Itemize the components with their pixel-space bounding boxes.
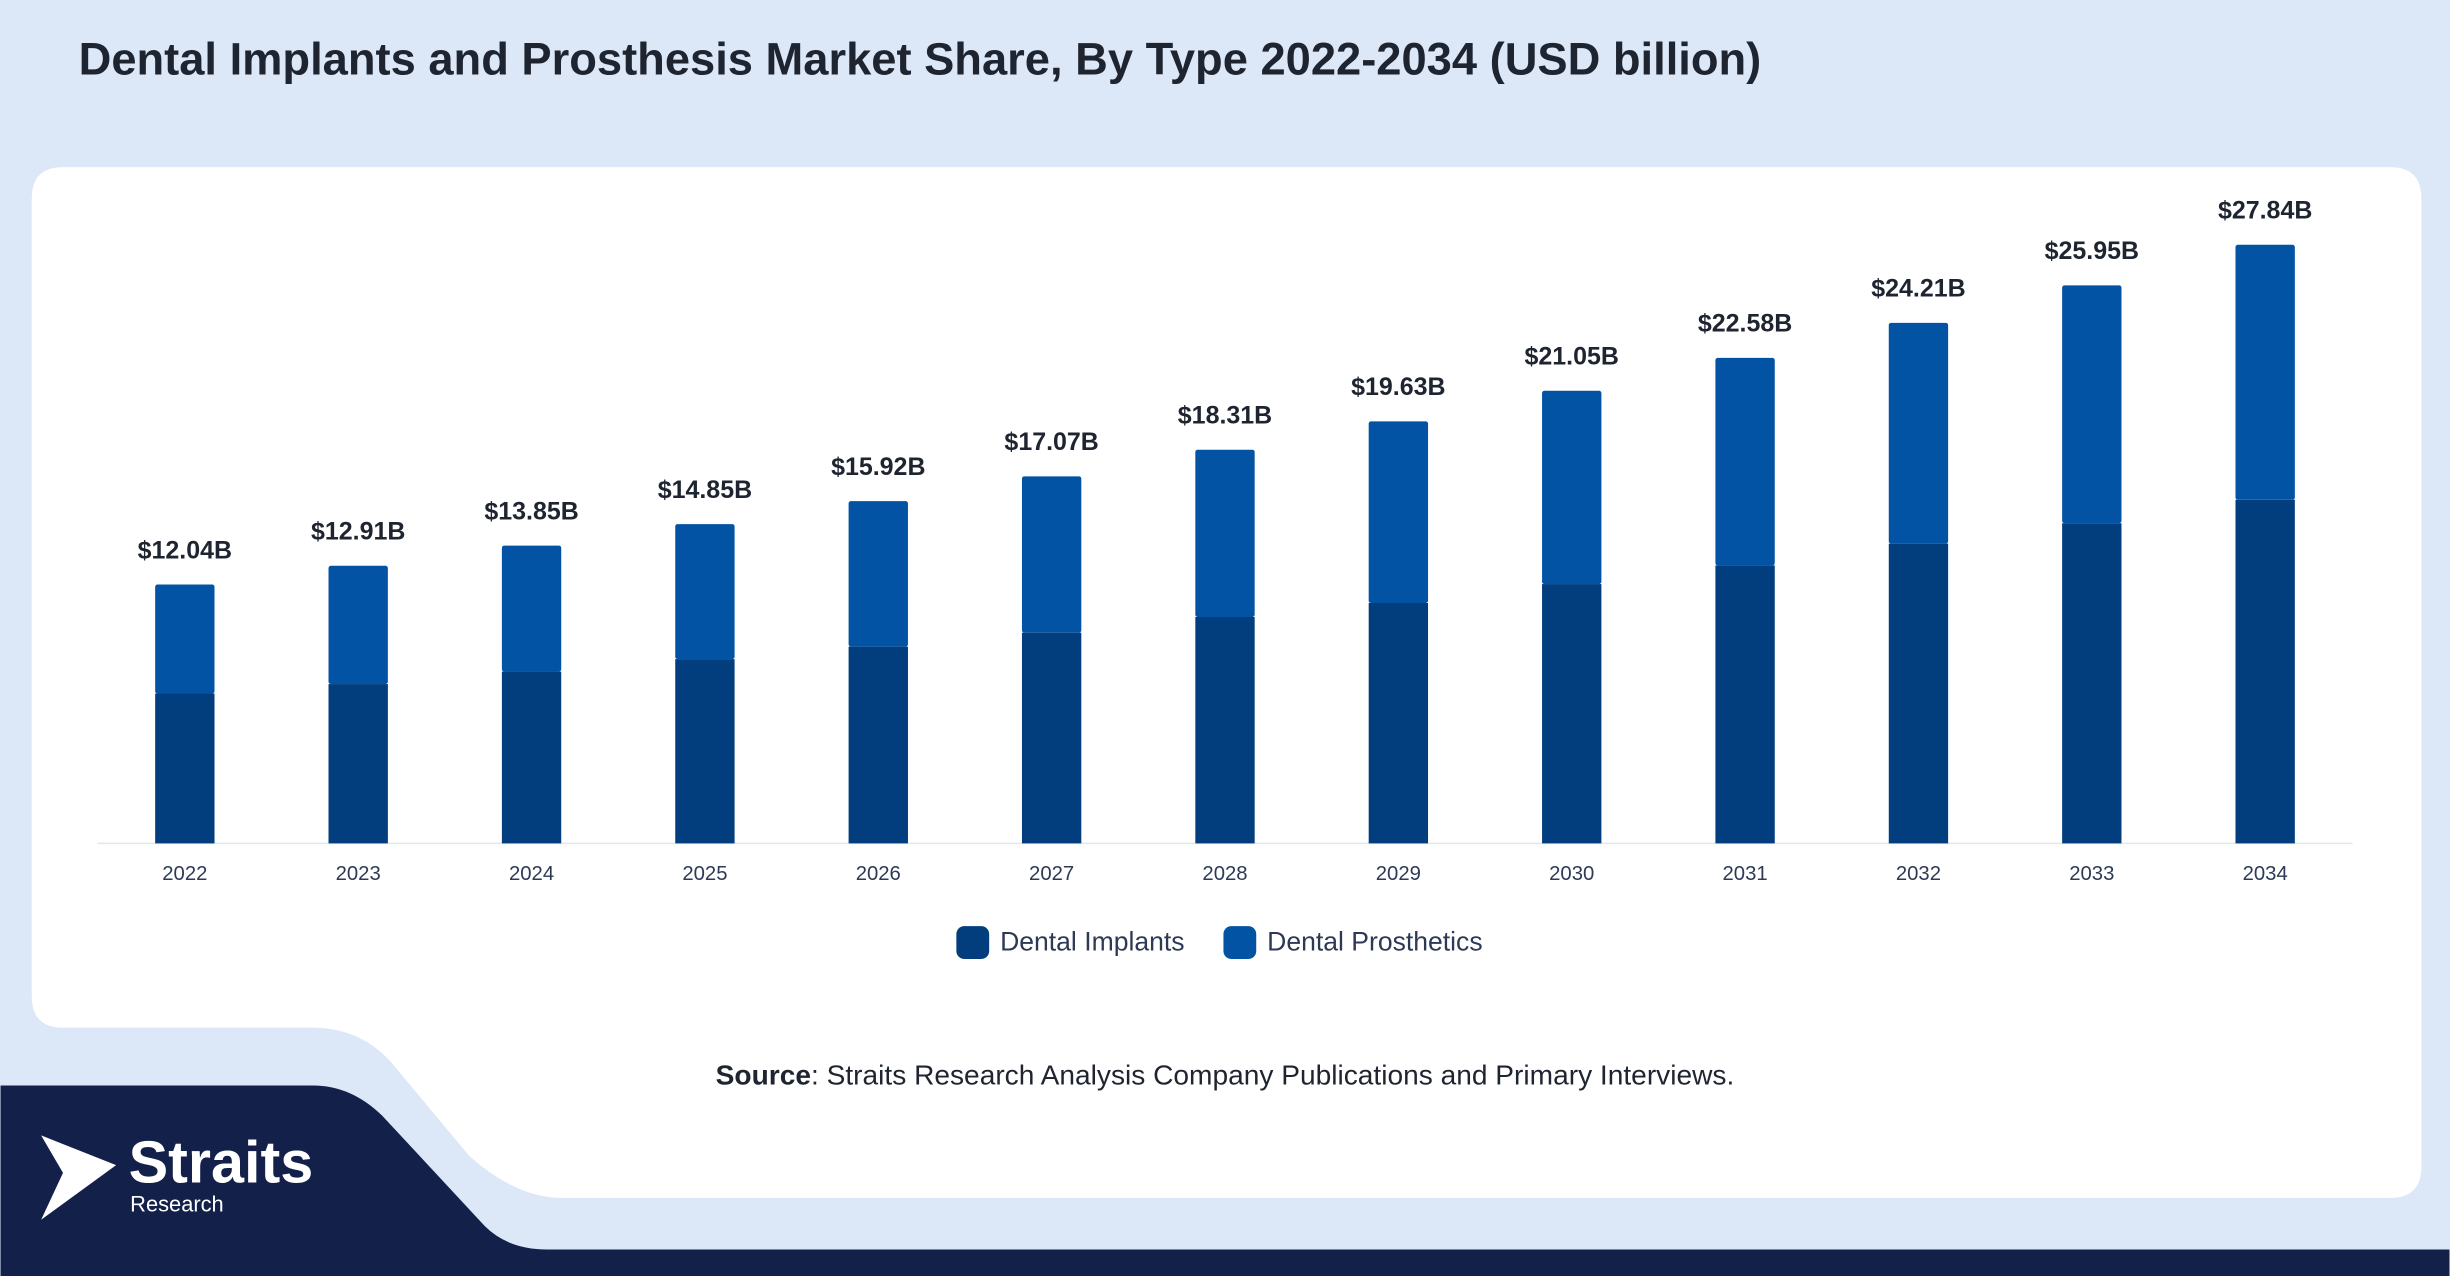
x-tick-label: 2027 [1029,863,1074,885]
x-tick-label: 2022 [162,863,207,885]
x-tick-label: 2025 [682,863,727,885]
bar-segment [155,693,215,844]
x-tick-label: 2031 [1723,863,1768,885]
bar-segment [1888,322,1949,544]
total-label: $14.85B [658,476,752,504]
x-tick-label: 2029 [1376,863,1421,885]
logo-sub: Research [130,1191,224,1216]
bar-segment [1195,449,1255,617]
bar-segment [2235,499,2295,844]
bar-segment [675,659,735,844]
legend-swatch [1223,926,1257,959]
legend-label: Dental Implants [1000,926,1184,956]
x-tick-label: 2030 [1549,863,1594,885]
chart-title: Dental Implants and Prosthesis Market Sh… [79,33,1762,84]
total-label: $15.92B [831,453,925,481]
bar-segment [1715,565,1775,844]
source-label: Source [716,1060,811,1091]
bar-segment [1542,584,1602,844]
total-label: $19.63B [1351,373,1445,401]
bar-segment [328,565,388,685]
bar-segment [155,584,215,694]
total-label: $18.31B [1178,401,1272,429]
bar-segment [2235,244,2295,500]
total-label: $12.91B [311,518,405,546]
bar-segment [1542,390,1602,585]
total-label: $17.07B [1004,428,1098,456]
legend-swatch [956,926,990,959]
bar-segment [1021,632,1082,844]
bar-segment [1021,476,1082,633]
x-tick-label: 2023 [336,863,381,885]
total-label: $13.85B [484,497,578,525]
bar-segment [848,501,908,647]
x-tick-label: 2028 [1202,863,1247,885]
source-note: Source: Straits Research Analysis Compan… [716,1060,1735,1091]
total-label: $21.05B [1525,343,1619,371]
bar-segment [848,646,908,844]
total-label: $12.04B [138,536,232,564]
bar-segment [1888,543,1949,844]
total-label: $24.21B [1871,275,1965,303]
x-tick-label: 2026 [856,863,901,885]
bar-segment [1368,602,1429,844]
bar-segment [328,684,388,844]
logo-icon [41,1135,117,1220]
x-tick-label: 2032 [1896,863,1941,885]
bar-segment [2062,523,2122,844]
x-tick-label: 2033 [2069,863,2114,885]
x-tick-label: 2024 [509,863,554,885]
bar-segment [501,671,562,844]
legend-label: Dental Prosthetics [1267,926,1482,956]
source-text: : Straits Research Analysis Company Publ… [811,1060,1734,1091]
total-label: $25.95B [2045,237,2139,265]
bar-segment [501,545,562,672]
total-label: $27.84B [2218,197,2312,225]
bar-segment [675,524,735,660]
bar-segment [1195,616,1255,844]
bar-segment [2062,285,2122,524]
footer-band [0,1085,2450,1276]
x-tick-label: 2034 [2243,863,2288,885]
bar-segment [1715,357,1775,566]
bar-segment [1368,421,1429,603]
logo-name: Straits [129,1128,314,1195]
total-label: $22.58B [1698,310,1792,338]
